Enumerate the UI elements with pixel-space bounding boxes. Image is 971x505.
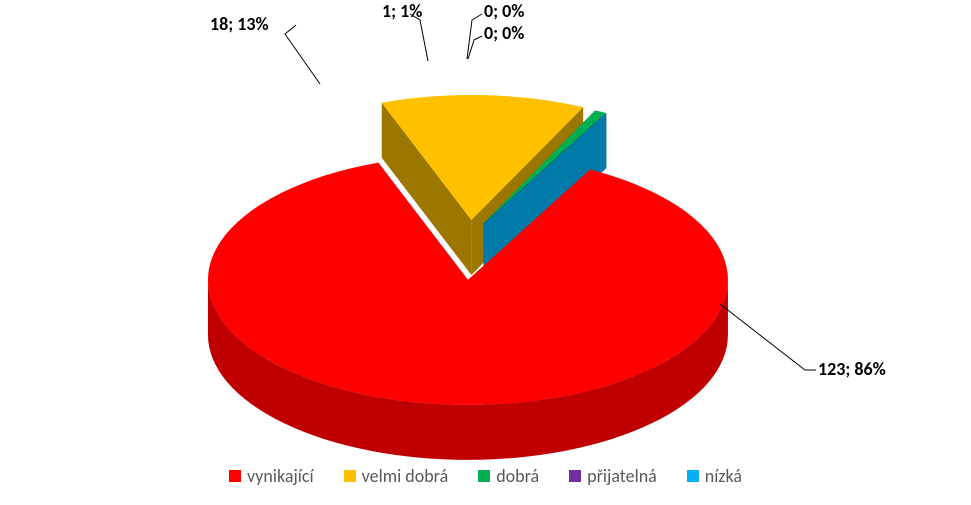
data-label: 0; 0% — [484, 0, 524, 22]
legend-label: nízká — [705, 465, 742, 487]
legend-swatch — [229, 470, 241, 482]
legend-label: vynikající — [247, 465, 314, 487]
legend-item: dobrá — [478, 465, 539, 487]
legend-swatch — [569, 470, 581, 482]
legend-item: velmi dobrá — [344, 465, 449, 487]
pie-chart-container: 123; 86% 18; 13% 1; 1% 0; 0%0; 0% vynikajíc… — [0, 0, 971, 505]
legend-swatch — [344, 470, 356, 482]
data-label: 1; 1% — [382, 0, 422, 22]
legend-label: přijatelná — [587, 465, 657, 487]
chart-legend: vynikající velmi dobrá dobrá přijatelná nízk… — [0, 465, 971, 487]
data-label: 0; 0% — [484, 22, 524, 44]
legend-label: dobrá — [496, 465, 539, 487]
data-label: 18; 13% — [210, 13, 269, 35]
legend-item: vynikající — [229, 465, 314, 487]
legend-item: přijatelná — [569, 465, 657, 487]
data-label: 123; 86% — [818, 358, 886, 380]
legend-swatch — [687, 470, 699, 482]
legend-item: nízká — [687, 465, 742, 487]
legend-label: velmi dobrá — [362, 465, 449, 487]
pie-chart-svg — [0, 0, 971, 505]
legend-swatch — [478, 470, 490, 482]
